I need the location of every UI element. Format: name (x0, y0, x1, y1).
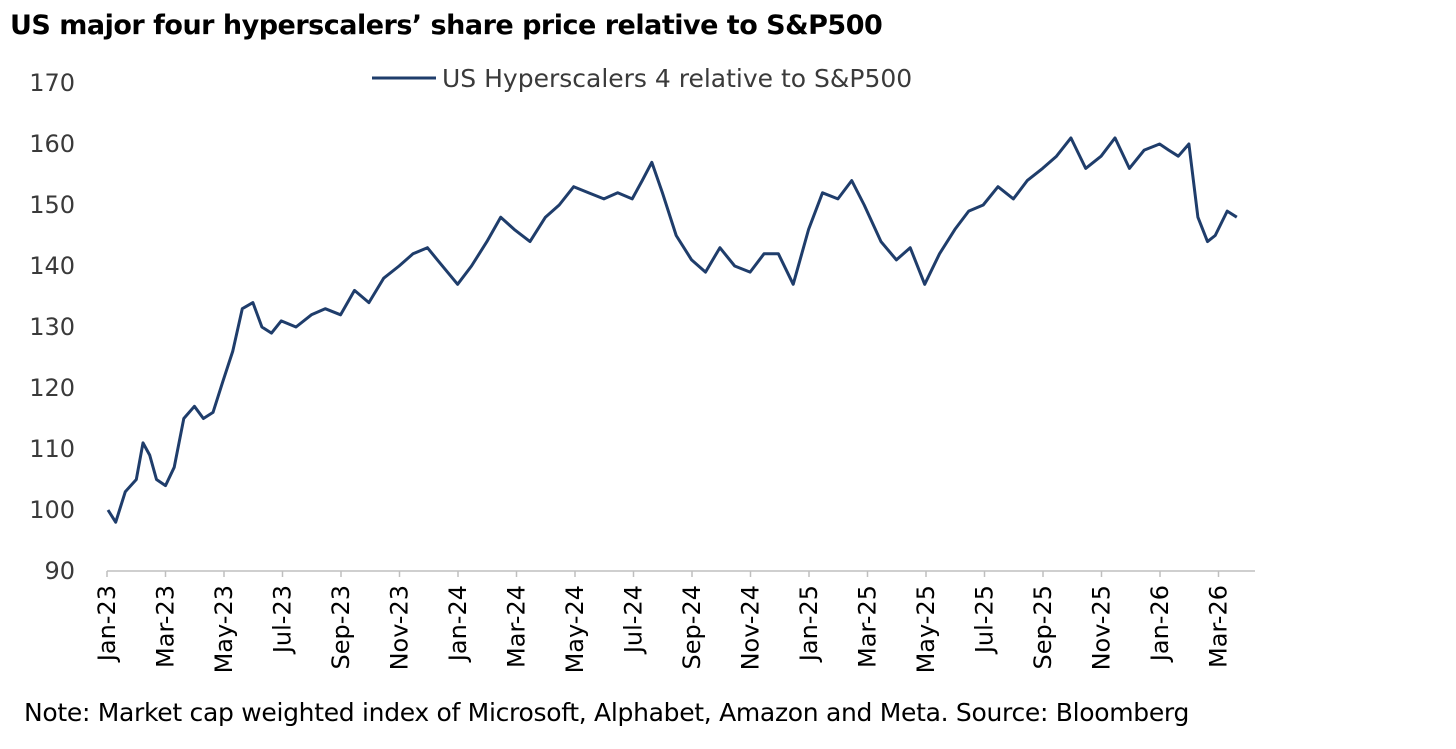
x-tick-label: Jul-24 (620, 585, 648, 655)
chart-note: Note: Market cap weighted index of Micro… (24, 698, 1190, 727)
series-line-hyperscalers (106, 136, 1238, 524)
y-axis-ticks: 90 100 110 120 130 140 150 160 170 (29, 69, 75, 585)
x-tick-label: Mar-25 (854, 585, 882, 668)
x-tick-label: Jan-23 (93, 585, 121, 663)
y-tick-label: 160 (29, 130, 75, 158)
y-tick-label: 170 (29, 69, 75, 97)
y-tick-label: 90 (44, 557, 75, 585)
chart-title: US major four hyperscalers’ share price … (10, 10, 883, 41)
x-tick-label: Nov-23 (386, 585, 414, 670)
legend-label: US Hyperscalers 4 relative to S&P500 (442, 64, 912, 93)
x-tick-label: Nov-25 (1088, 585, 1116, 670)
x-tick-label: Jul-25 (971, 585, 999, 655)
x-tick-label: Nov-24 (737, 585, 765, 670)
y-tick-label: 150 (29, 191, 75, 219)
x-tick-label: Mar-24 (503, 585, 531, 668)
x-tick-label: Sep-23 (327, 585, 355, 669)
x-tick-label: Mar-23 (152, 585, 180, 668)
y-tick-label: 130 (29, 313, 75, 341)
x-axis-ticks: Jan-23 Mar-23 May-23 Jul-23 Sep-23 Nov-23 Jan-… (93, 571, 1233, 673)
legend: US Hyperscalers 4 relative to S&P500 (372, 64, 912, 93)
x-tick-label: May-24 (561, 585, 589, 673)
x-tick-label: Jan-25 (795, 585, 823, 663)
y-tick-label: 100 (29, 496, 75, 524)
y-tick-label: 140 (29, 252, 75, 280)
x-tick-label: Jan-26 (1146, 585, 1174, 663)
x-tick-label: Sep-25 (1029, 585, 1057, 669)
x-tick-label: May-23 (210, 585, 238, 673)
x-tick-label: Sep-24 (678, 585, 706, 669)
x-tick-label: Jan-24 (444, 585, 472, 663)
x-tick-label: May-25 (912, 585, 940, 673)
x-tick-label: Jul-23 (269, 585, 297, 655)
x-tick-label: Mar-26 (1205, 585, 1233, 668)
y-tick-label: 110 (29, 435, 75, 463)
y-tick-label: 120 (29, 374, 75, 402)
